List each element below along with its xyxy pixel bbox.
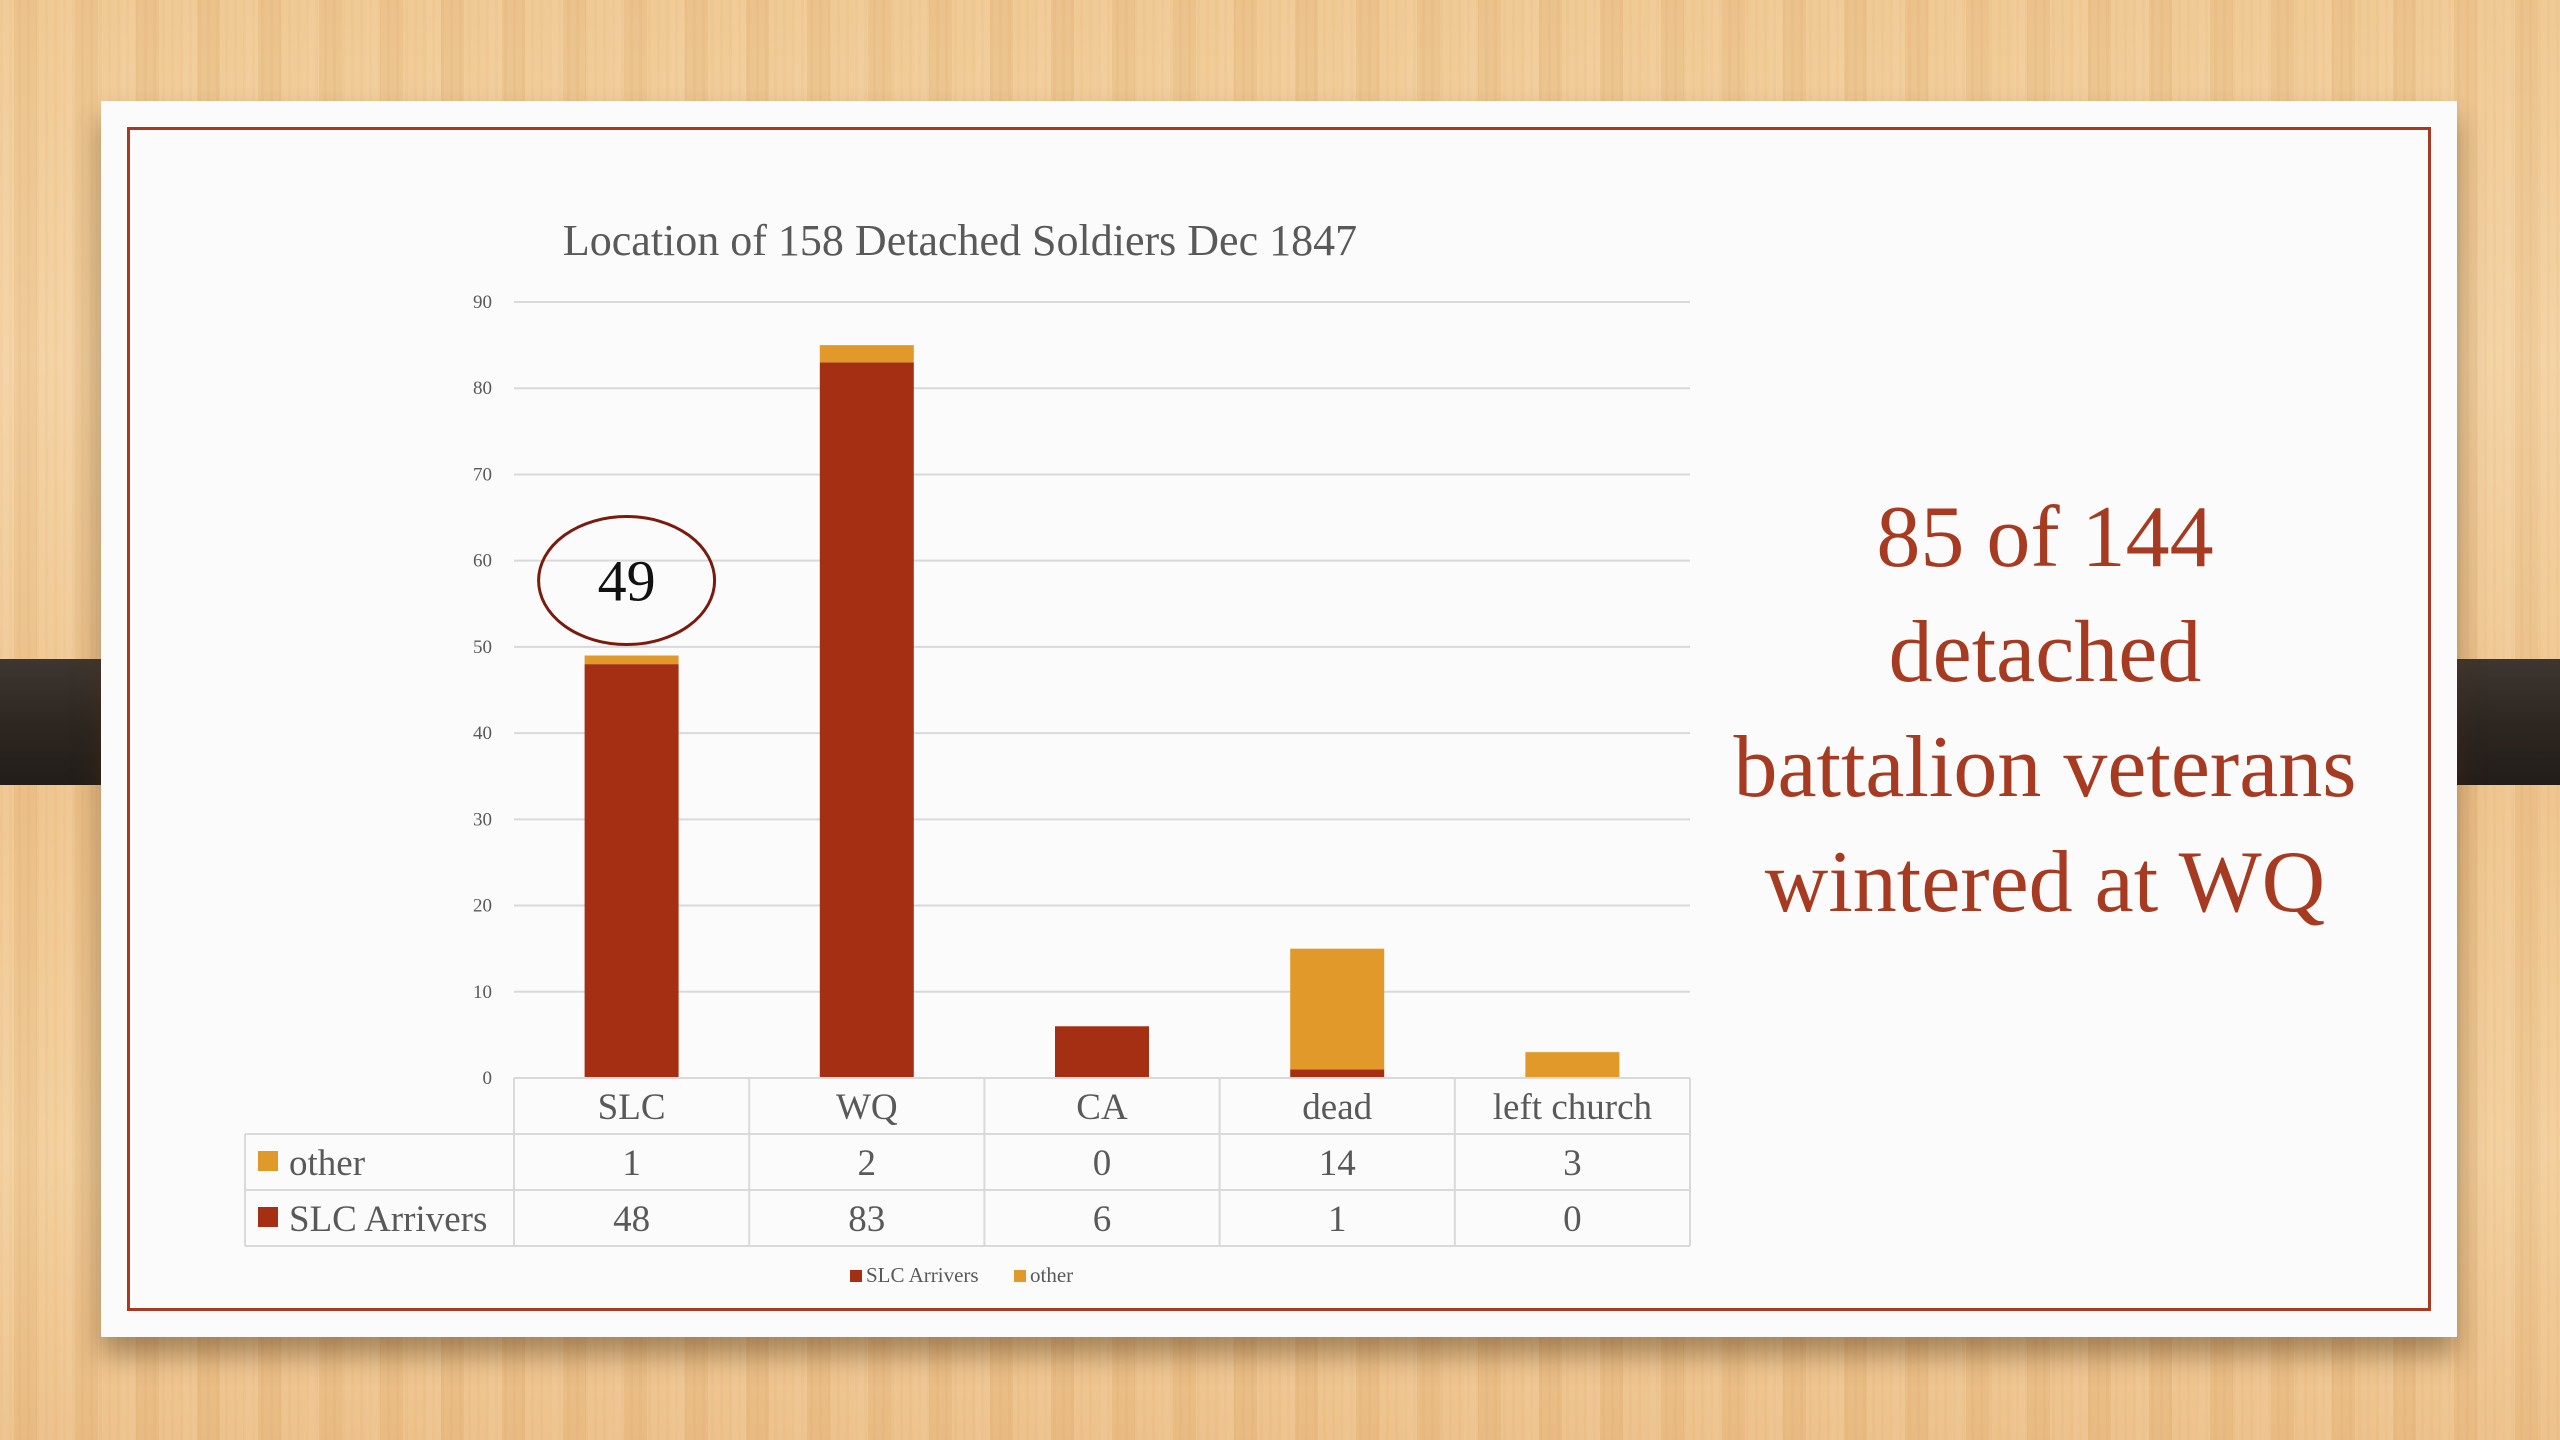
legend-label-other: other <box>1030 1263 1073 1287</box>
y-tick-label-50: 50 <box>473 637 492 658</box>
table-cell-other-0: 1 <box>622 1143 641 1184</box>
callout-line-1: 85 of 144 <box>1876 489 2214 586</box>
y-tick-label-70: 70 <box>473 464 492 485</box>
bar-ca-series-0 <box>1055 1026 1149 1078</box>
chart-title: Location of 158 Detached Soldiers Dec 18… <box>563 216 1357 265</box>
table-cell-other-1: 2 <box>858 1143 877 1184</box>
y-tick-label-0: 0 <box>483 1068 493 1089</box>
bar-slc-series-0 <box>584 664 679 1078</box>
x-category-label-wq: WQ <box>836 1087 898 1128</box>
table-legend-key-other <box>258 1151 278 1171</box>
y-tick-label-30: 30 <box>473 809 492 830</box>
table-row-label-slc-arrivers: SLC Arrivers <box>289 1199 487 1240</box>
y-tick-label-40: 40 <box>473 723 492 744</box>
bar-dead-series-1 <box>1290 948 1385 1070</box>
callout-text: 85 of 144 detached battalion veterans wi… <box>1660 480 2430 940</box>
table-cell-other-3: 14 <box>1319 1143 1356 1184</box>
bar-wq-series-0 <box>819 362 914 1078</box>
table-row-label-other: other <box>289 1143 365 1184</box>
annotation-ellipse <box>537 515 717 647</box>
table-cell-slc-arrivers-1: 83 <box>848 1199 885 1240</box>
table-cell-other-2: 0 <box>1093 1143 1112 1184</box>
bar-slc-series-1 <box>584 655 679 665</box>
slide <box>101 101 2457 1337</box>
callout-line-2: detached <box>1888 604 2202 701</box>
y-tick-label-90: 90 <box>473 292 492 313</box>
table-cell-other-4: 3 <box>1563 1143 1582 1184</box>
bar-dead-series-0 <box>1290 1069 1385 1078</box>
y-tick-label-60: 60 <box>473 551 492 572</box>
legend-key-slc-arrivers <box>850 1270 862 1282</box>
x-category-label-left-church: left church <box>1493 1087 1653 1128</box>
legend-key-other <box>1014 1270 1026 1282</box>
x-category-label-dead: dead <box>1302 1087 1372 1128</box>
table-cell-slc-arrivers-2: 6 <box>1093 1199 1112 1240</box>
bar-wq-series-1 <box>819 345 914 363</box>
callout-line-3: battalion veterans <box>1733 719 2357 816</box>
y-tick-label-10: 10 <box>473 982 492 1003</box>
slide-frame <box>127 127 2431 1311</box>
y-tick-label-20: 20 <box>473 896 492 917</box>
table-cell-slc-arrivers-4: 0 <box>1563 1199 1582 1240</box>
x-category-label-slc: SLC <box>598 1087 666 1128</box>
bar-left-church-series-1 <box>1525 1052 1620 1078</box>
callout-line-4: wintered at WQ <box>1764 834 2326 931</box>
x-category-label-ca: CA <box>1076 1087 1128 1128</box>
table-legend-key-slc-arrivers <box>258 1207 278 1227</box>
annotation-label: 49 <box>598 549 656 614</box>
table-cell-slc-arrivers-3: 1 <box>1328 1199 1347 1240</box>
legend-label-slc-arrivers: SLC Arrivers <box>866 1263 979 1287</box>
y-tick-label-80: 80 <box>473 378 492 399</box>
table-cell-slc-arrivers-0: 48 <box>613 1199 650 1240</box>
